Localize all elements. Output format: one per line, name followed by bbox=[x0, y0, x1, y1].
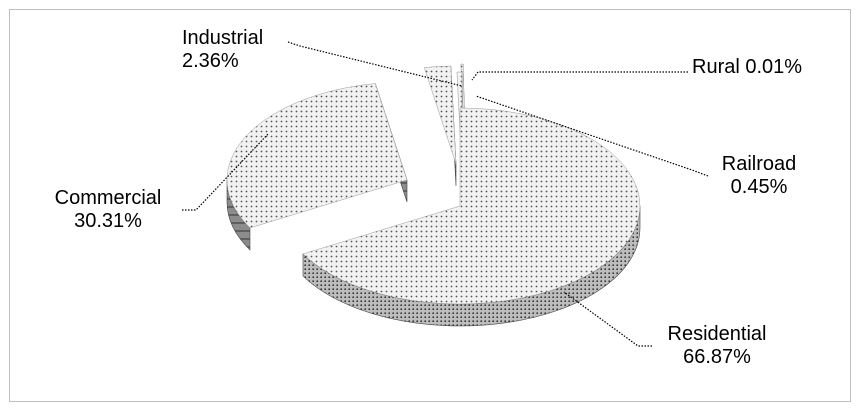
label-rural-value: 0.01% bbox=[745, 56, 803, 78]
leader-residential bbox=[563, 291, 652, 347]
leader-railroad bbox=[475, 95, 709, 177]
label-railroad: Railroad 0.45% bbox=[712, 153, 806, 199]
slice-commercial bbox=[226, 83, 408, 251]
label-commercial: Commercial 30.31% bbox=[35, 187, 181, 233]
label-commercial-name: Commercial bbox=[54, 187, 162, 209]
label-residential-name: Residential bbox=[667, 323, 767, 345]
label-industrial: Industrial 2.36% bbox=[182, 27, 263, 73]
label-commercial-value: 30.31% bbox=[74, 210, 142, 232]
slice-residential bbox=[302, 107, 641, 327]
label-industrial-name: Industrial bbox=[182, 27, 264, 49]
label-railroad-name: Railroad bbox=[721, 153, 797, 175]
slice-industrial bbox=[423, 65, 457, 187]
slice-top-industrial bbox=[423, 65, 457, 165]
leader-rural bbox=[471, 71, 688, 81]
label-rural: Rural 0.01% bbox=[692, 56, 802, 79]
label-industrial-value: 2.36% bbox=[182, 50, 239, 72]
slice-top-residential bbox=[302, 107, 641, 305]
leader-industrial bbox=[287, 41, 463, 87]
slice-top-commercial bbox=[226, 83, 408, 229]
label-residential-value: 66.87% bbox=[683, 346, 751, 368]
label-railroad-value: 0.45% bbox=[730, 176, 788, 198]
label-rural-name: Rural bbox=[692, 56, 740, 78]
label-residential: Residential 66.87% bbox=[655, 323, 779, 369]
